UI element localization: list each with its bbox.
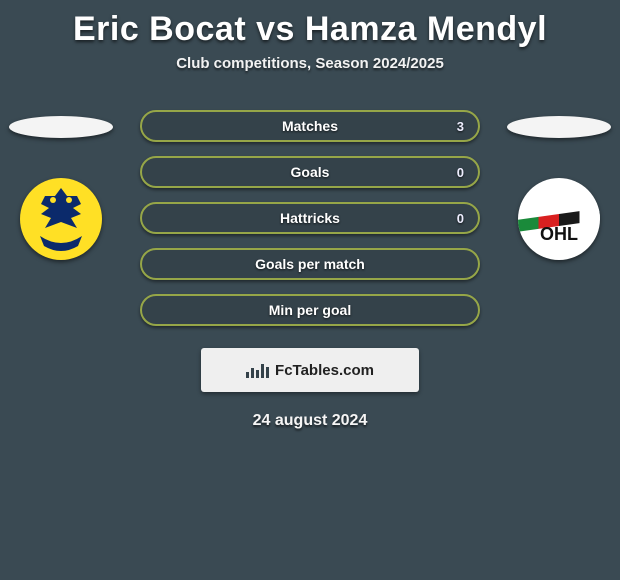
stat-row: Goals 0 — [140, 156, 480, 188]
bars-icon — [246, 362, 269, 378]
club-logo-right: OHL — [518, 178, 600, 260]
subtitle: Club competitions, Season 2024/2025 — [0, 55, 620, 96]
stat-label: Hattricks — [280, 210, 340, 226]
stat-row: Min per goal — [140, 294, 480, 326]
watermark: FcTables.com — [201, 348, 419, 392]
stats-list: Matches 3 Goals 0 Hattricks 0 Goals per … — [140, 110, 480, 326]
stat-label: Matches — [282, 118, 338, 134]
page-title: Eric Bocat vs Hamza Mendyl — [0, 0, 620, 55]
date-label: 24 august 2024 — [0, 412, 620, 430]
stat-row: Matches 3 — [140, 110, 480, 142]
stat-row: Hattricks 0 — [140, 202, 480, 234]
player-left-photo — [9, 116, 113, 138]
watermark-text: FcTables.com — [275, 362, 374, 379]
stat-label: Goals — [291, 164, 330, 180]
stat-right-value: 0 — [457, 158, 464, 186]
stvv-eagle-icon — [20, 178, 102, 260]
player-right-column: OHL — [504, 110, 614, 260]
stat-label: Min per goal — [269, 302, 351, 318]
comparison-panel: OHL Matches 3 Goals 0 Hattricks 0 Goals … — [0, 110, 620, 430]
player-right-photo — [507, 116, 611, 138]
ohl-text: OHL — [518, 224, 600, 245]
stat-label: Goals per match — [255, 256, 365, 272]
player-left-column — [6, 110, 116, 260]
stat-right-value: 0 — [457, 204, 464, 232]
stat-right-value: 3 — [457, 112, 464, 140]
stat-row: Goals per match — [140, 248, 480, 280]
club-logo-left — [20, 178, 102, 260]
